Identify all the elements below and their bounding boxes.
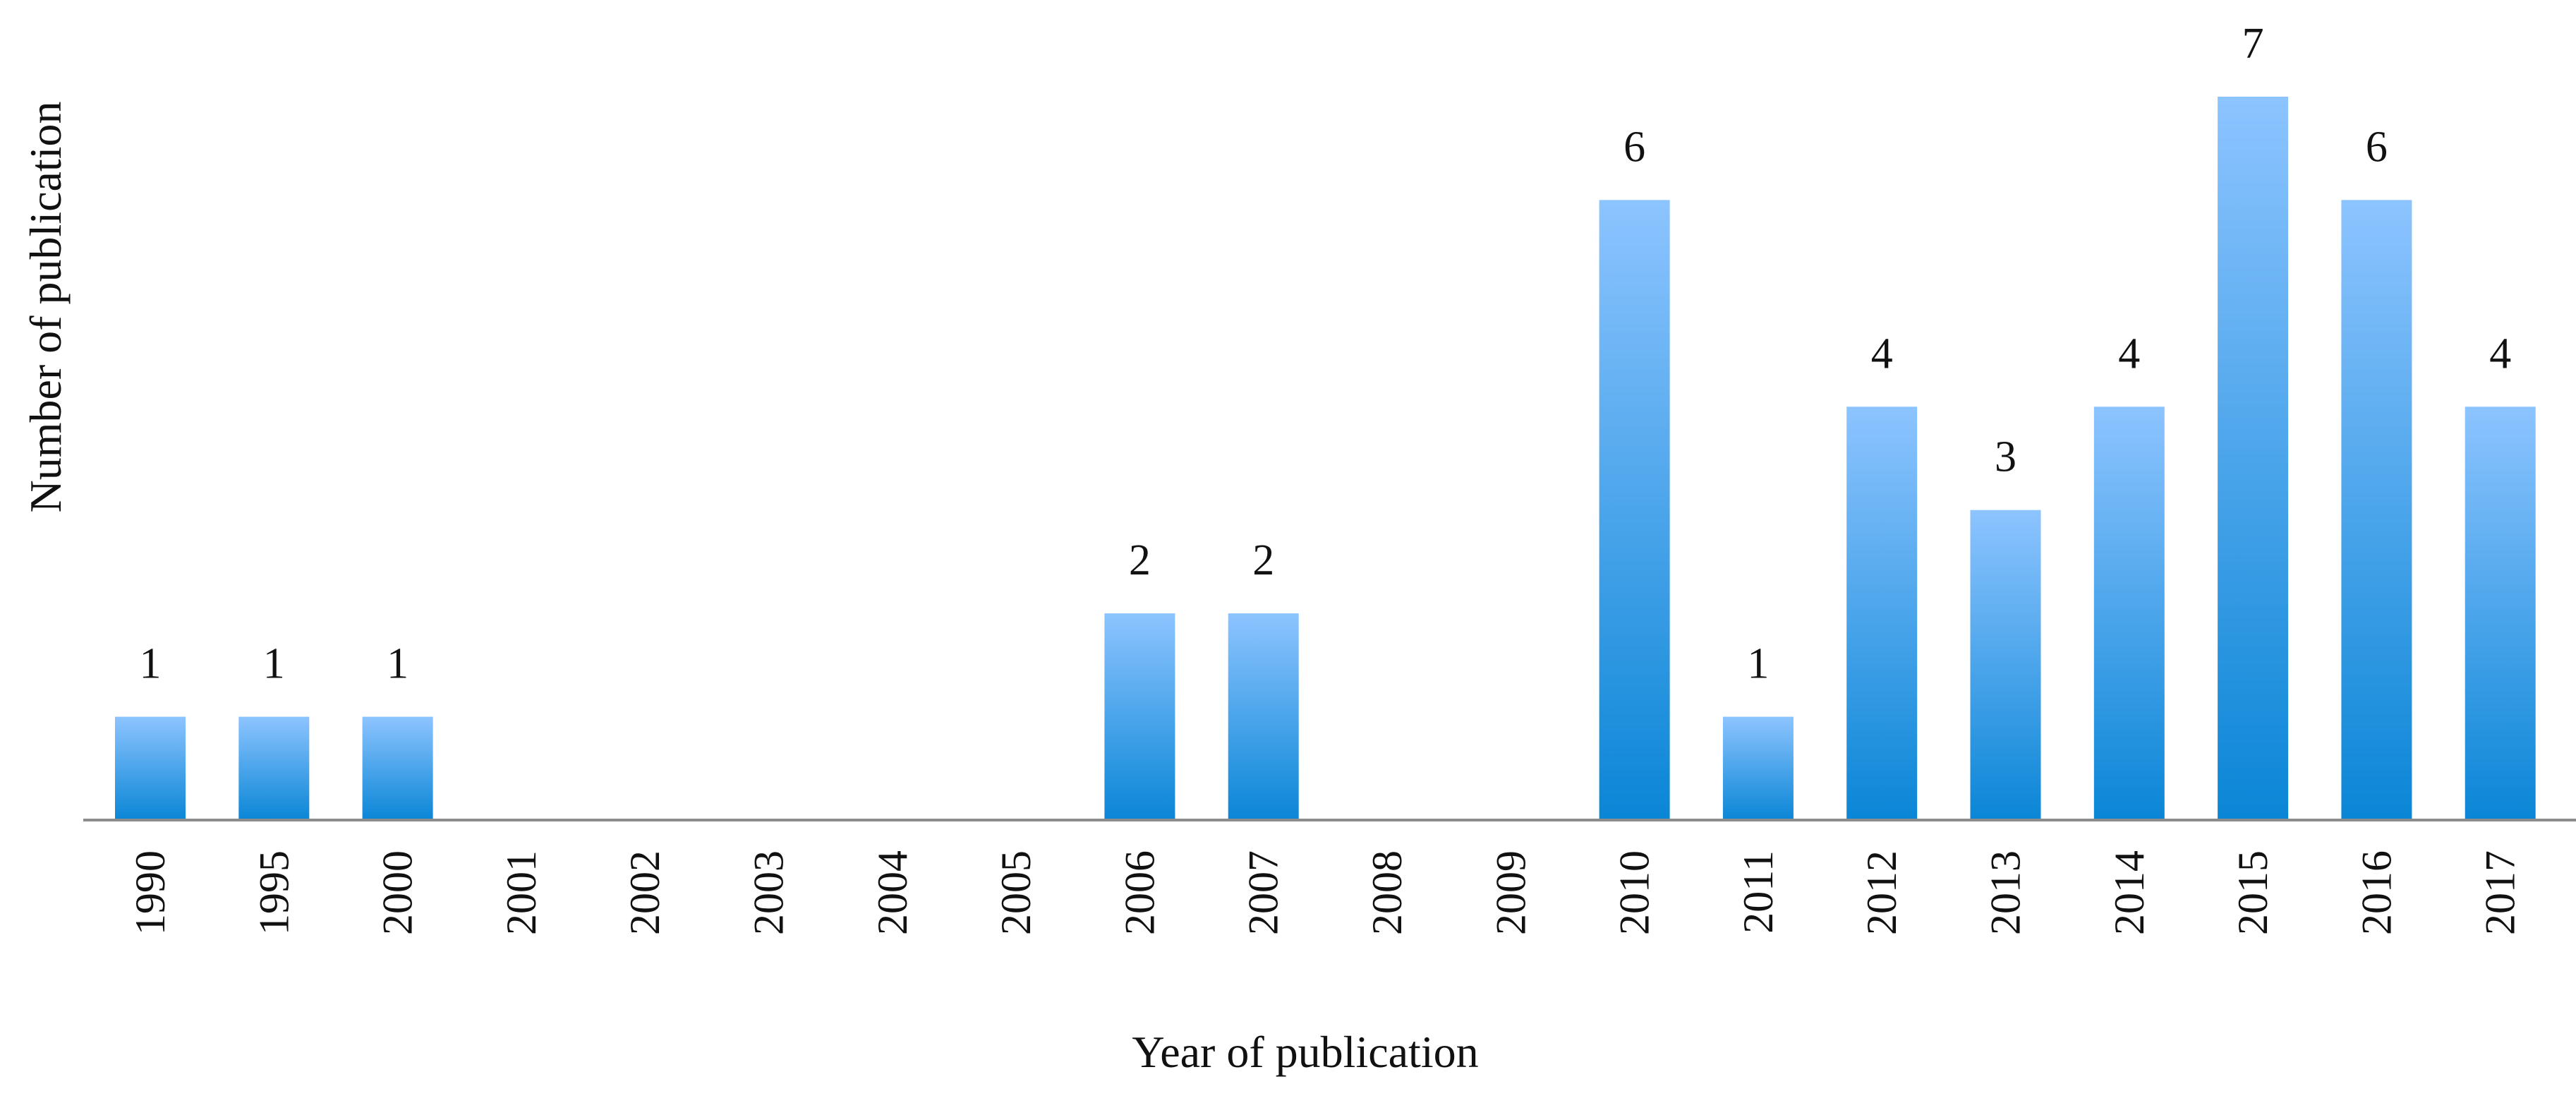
- x-tick-label-2016: 2016: [2353, 850, 2400, 935]
- bar-1990: [115, 716, 186, 820]
- data-label-2013: 3: [1995, 433, 2016, 481]
- x-tick-label-2005: 2005: [993, 850, 1039, 935]
- data-label-2014: 4: [2118, 330, 2140, 378]
- bar-2000: [362, 716, 433, 820]
- data-label-2006: 2: [1129, 536, 1151, 584]
- x-tick-label-2008: 2008: [1364, 850, 1410, 935]
- data-label-2017: 4: [2489, 330, 2511, 378]
- data-label-2011: 1: [1747, 640, 1769, 688]
- data-label-2007: 2: [1252, 536, 1274, 584]
- x-tick-label-2004: 2004: [869, 850, 916, 935]
- x-tick-label-1990: 1990: [127, 850, 174, 935]
- x-tick-labels: 1990 1995 2000 2001 2002 2003 2004 2005 2006 2007…: [127, 850, 2524, 935]
- bar-2015: [2218, 97, 2289, 820]
- x-tick-label-2017: 2017: [2477, 850, 2524, 935]
- data-label-2012: 4: [1871, 330, 1893, 378]
- bar-2007: [1228, 613, 1299, 820]
- x-tick-label-2015: 2015: [2230, 850, 2276, 935]
- x-tick-label-2007: 2007: [1240, 850, 1287, 935]
- x-tick-label-2014: 2014: [2106, 850, 2153, 935]
- y-axis-title: Number of publication: [20, 102, 71, 513]
- x-tick-label-2010: 2010: [1611, 850, 1658, 935]
- bar-2012: [1846, 407, 1918, 820]
- data-labels: 1 1 1 2 2 6 1 4 3 4 7 6 4: [140, 20, 2512, 688]
- bar-1995: [238, 716, 310, 820]
- x-tick-label-2009: 2009: [1487, 850, 1534, 935]
- x-axis-title: Year of publication: [1132, 1027, 1478, 1077]
- bar-2006: [1104, 613, 1175, 820]
- data-label-2000: 1: [387, 640, 409, 688]
- x-tick-label-1995: 1995: [250, 850, 297, 935]
- bar-2017: [2465, 407, 2536, 820]
- x-tick-label-2002: 2002: [622, 850, 668, 935]
- x-tick-label-2006: 2006: [1116, 850, 1163, 935]
- data-label-1995: 1: [263, 640, 285, 688]
- x-tick-label-2000: 2000: [375, 850, 421, 935]
- data-label-2010: 6: [1623, 123, 1645, 171]
- data-label-2016: 6: [2366, 123, 2388, 171]
- x-tick-label-2001: 2001: [498, 850, 545, 935]
- bar-2011: [1722, 716, 1794, 820]
- bar-2014: [2093, 407, 2165, 820]
- data-label-1990: 1: [140, 640, 162, 688]
- x-tick-label-2011: 2011: [1735, 850, 1782, 934]
- bars: [115, 97, 2536, 820]
- x-tick-label-2013: 2013: [1983, 850, 2029, 935]
- x-tick-label-2003: 2003: [746, 850, 792, 935]
- data-label-2015: 7: [2242, 20, 2264, 68]
- bar-2010: [1599, 200, 1670, 820]
- bar-2013: [1970, 510, 2041, 820]
- x-tick-label-2012: 2012: [1858, 850, 1905, 935]
- bar-2016: [2341, 200, 2412, 820]
